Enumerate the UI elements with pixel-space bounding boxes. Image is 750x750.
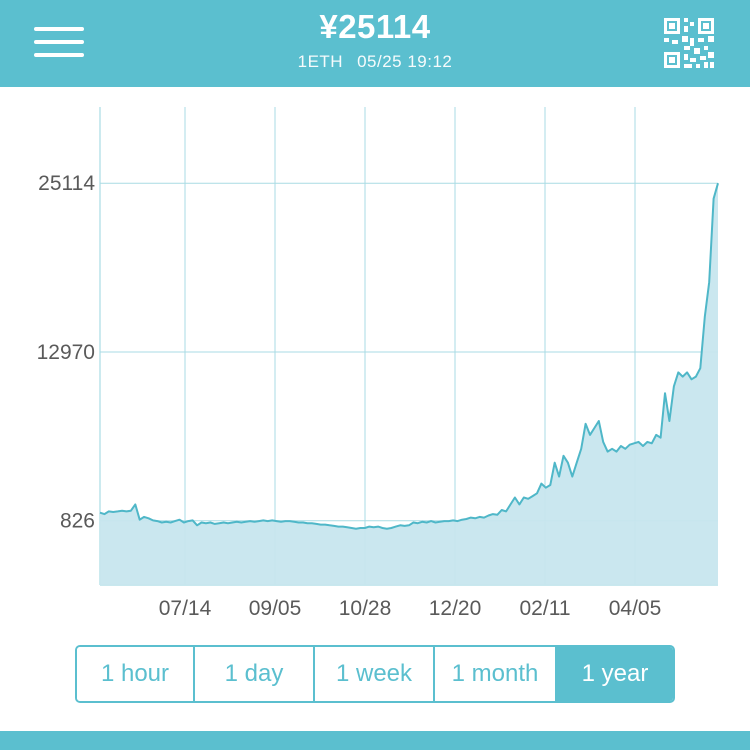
header-bar: ¥25114 1ETH 05/25 19:12 xyxy=(0,0,750,87)
y-tick-label: 12970 xyxy=(37,341,95,364)
x-tick-label: 12/20 xyxy=(429,597,482,620)
hamburger-menu-icon[interactable] xyxy=(34,25,84,59)
price-line xyxy=(99,182,719,530)
qr-code-icon[interactable] xyxy=(664,18,714,68)
range-tab-1-day[interactable]: 1 day xyxy=(195,647,315,701)
range-tab-1-year[interactable]: 1 year xyxy=(557,647,673,701)
y-tick-label: 25114 xyxy=(38,172,95,195)
price-timestamp: 05/25 19:12 xyxy=(357,52,453,71)
y-axis-labels: 826 12970 25114 xyxy=(37,172,96,532)
x-tick-label: 09/05 xyxy=(249,597,302,620)
range-tab-1-month[interactable]: 1 month xyxy=(435,647,557,701)
range-tab-1-week[interactable]: 1 week xyxy=(315,647,435,701)
x-axis-labels: 07/14 09/05 10/28 12/20 02/11 04/05 xyxy=(159,597,662,620)
price-area xyxy=(100,183,718,585)
y-tick-label: 826 xyxy=(60,510,95,533)
range-tab-1-hour[interactable]: 1 hour xyxy=(77,647,195,701)
x-tick-label: 04/05 xyxy=(609,597,662,620)
price-unit: 1ETH xyxy=(297,52,344,71)
price-subline: 1ETH 05/25 19:12 xyxy=(0,52,750,72)
x-tick-label: 07/14 xyxy=(159,597,212,620)
range-selector: 1 hour 1 day 1 week 1 month 1 year xyxy=(75,645,675,703)
x-tick-label: 10/28 xyxy=(339,597,392,620)
x-tick-label: 02/11 xyxy=(520,597,571,620)
current-price: ¥25114 xyxy=(319,8,431,45)
next-section-header xyxy=(0,731,750,750)
